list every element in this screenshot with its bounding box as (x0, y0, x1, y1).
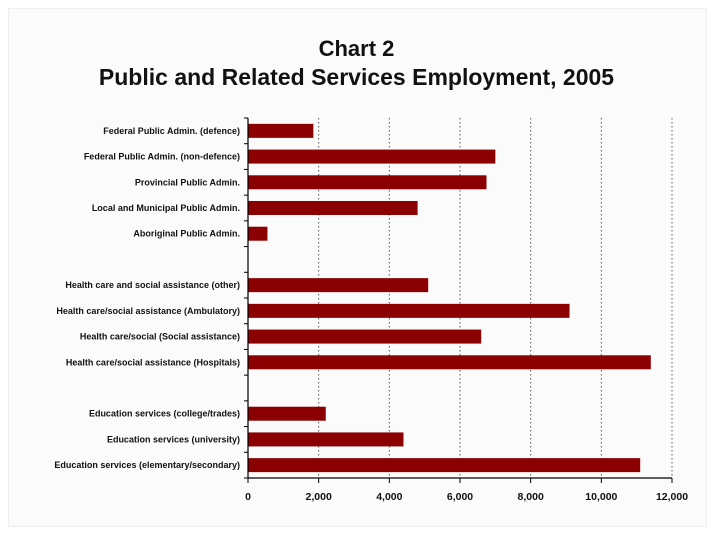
category-label: Provincial Public Admin. (135, 177, 240, 187)
category-label: Education services (elementary/secondary… (54, 460, 240, 470)
x-tick-labels: 0 2,000 4,000 6,000 8,000 10,000 12,000 (245, 491, 688, 503)
category-label: Aboriginal Public Admin. (133, 229, 240, 239)
bar (248, 226, 268, 241)
bar (248, 175, 487, 190)
bar (248, 278, 429, 293)
axes (244, 117, 673, 483)
x-tick-label: 8,000 (518, 491, 544, 503)
chart-title-line1: Chart 2 (318, 36, 395, 61)
x-tick-label: 10,000 (585, 491, 617, 503)
category-label: Health care/social assistance (Ambulator… (56, 306, 240, 316)
x-tick-label: 4,000 (376, 491, 402, 503)
category-label: Education services (college/trades) (89, 409, 240, 419)
bar (248, 355, 651, 370)
bar (248, 303, 570, 318)
gridlines (318, 118, 673, 478)
bar (248, 406, 326, 421)
bar (248, 149, 496, 164)
bar (248, 458, 641, 473)
category-labels: Federal Public Admin. (defence) Federal P… (54, 126, 240, 470)
category-label: Education services (university) (107, 434, 240, 444)
category-label: Local and Municipal Public Admin. (92, 203, 240, 213)
category-label: Health care and social assistance (other… (65, 280, 240, 290)
category-label: Federal Public Admin. (non-defence) (84, 152, 240, 162)
bar (248, 201, 418, 215)
x-tick-label: 2,000 (306, 491, 332, 503)
bar (248, 432, 404, 447)
bars (248, 123, 651, 473)
category-label: Health care/social (Social assistance) (80, 332, 240, 342)
bar (248, 123, 314, 138)
category-label: Federal Public Admin. (defence) (103, 126, 240, 136)
x-tick-label: 0 (245, 491, 251, 503)
chart-title-line2: Public and Related Services Employment, … (98, 64, 615, 90)
x-tick-label: 6,000 (447, 491, 473, 503)
x-tick-label: 12,000 (656, 491, 688, 503)
bar (248, 329, 482, 344)
category-label: Health care/social assistance (Hospitals… (66, 357, 240, 367)
